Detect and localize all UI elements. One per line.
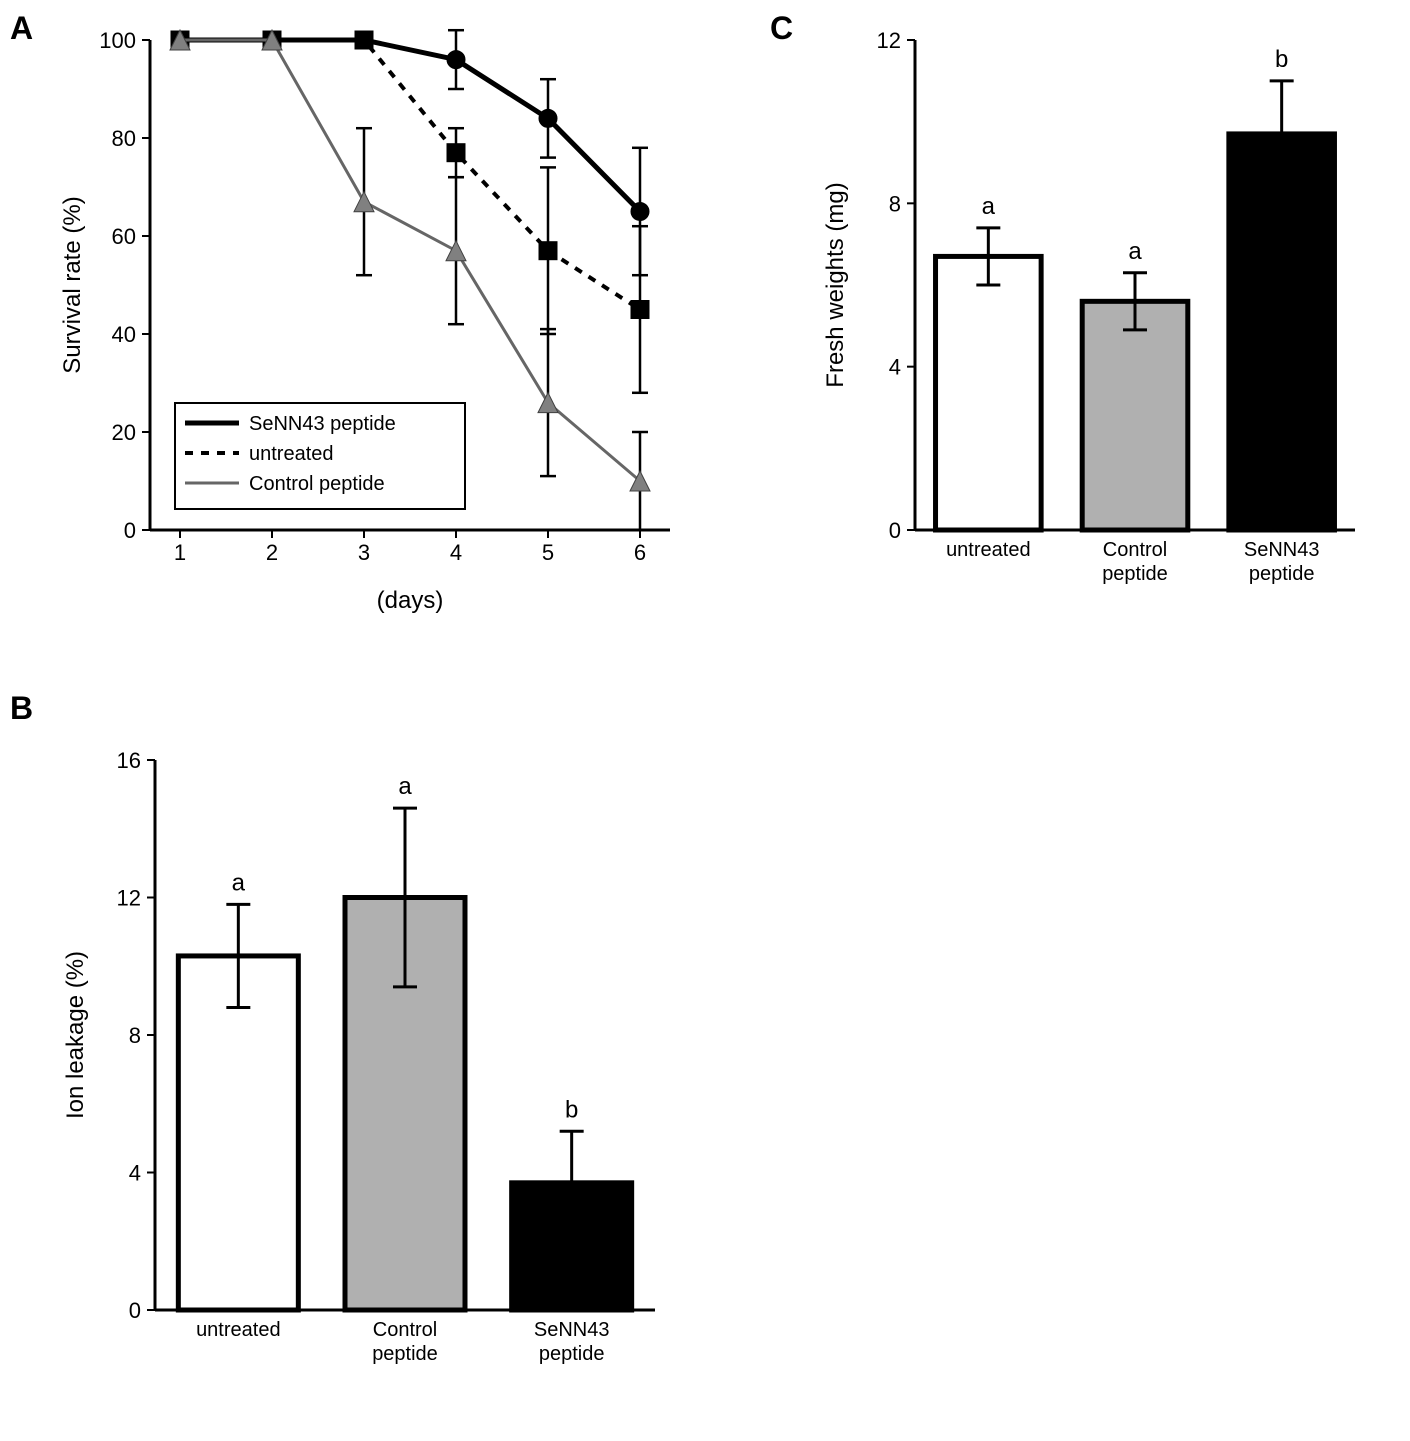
svg-text:a: a bbox=[398, 773, 412, 800]
chart-b: 0 4 8 12 16 Ion leakage (%) a untreated a Control… bbox=[50, 730, 670, 1410]
svg-text:Control: Control bbox=[373, 1319, 437, 1341]
chart-a: 0 20 40 60 80 100 1 2 3 4 5 6 (days) Survival rate (%… bbox=[50, 20, 690, 640]
svg-text:8: 8 bbox=[129, 1023, 141, 1048]
svg-text:2: 2 bbox=[266, 540, 278, 565]
svg-text:Ion leakage (%): Ion leakage (%) bbox=[62, 951, 89, 1119]
svg-text:3: 3 bbox=[358, 540, 370, 565]
svg-text:6: 6 bbox=[634, 540, 646, 565]
svg-text:SeNN43: SeNN43 bbox=[534, 1319, 610, 1341]
svg-text:Control peptide: Control peptide bbox=[249, 473, 385, 495]
svg-text:(days): (days) bbox=[377, 587, 444, 614]
svg-text:SeNN43 peptide: SeNN43 peptide bbox=[249, 413, 396, 435]
svg-text:1: 1 bbox=[174, 540, 186, 565]
svg-text:untreated: untreated bbox=[249, 443, 334, 465]
svg-text:peptide: peptide bbox=[372, 1343, 438, 1365]
svg-text:Control: Control bbox=[1103, 539, 1167, 561]
panel-c: C bbox=[770, 10, 793, 47]
svg-text:peptide: peptide bbox=[1249, 563, 1315, 585]
svg-text:0: 0 bbox=[889, 518, 901, 543]
panel-a-label: A bbox=[10, 10, 33, 46]
svg-text:Survival rate (%): Survival rate (%) bbox=[59, 196, 86, 373]
panel-c-label: C bbox=[770, 10, 793, 46]
svg-text:4: 4 bbox=[450, 540, 462, 565]
svg-text:b: b bbox=[1275, 46, 1288, 73]
panel-b: B bbox=[10, 690, 33, 727]
svg-text:a: a bbox=[982, 193, 996, 220]
svg-text:100: 100 bbox=[99, 28, 136, 53]
svg-text:12: 12 bbox=[877, 28, 901, 53]
svg-text:Fresh weights (mg): Fresh weights (mg) bbox=[822, 182, 849, 387]
svg-text:a: a bbox=[1128, 238, 1142, 265]
svg-text:0: 0 bbox=[129, 1298, 141, 1323]
svg-text:16: 16 bbox=[117, 748, 141, 773]
panel-a: A bbox=[10, 10, 33, 47]
svg-text:a: a bbox=[232, 869, 246, 896]
svg-text:SeNN43: SeNN43 bbox=[1244, 539, 1320, 561]
figure: A 020406080100123456(days)Survival rate … bbox=[10, 10, 1400, 1431]
svg-text:40: 40 bbox=[112, 322, 136, 347]
svg-text:12: 12 bbox=[117, 886, 141, 911]
svg-text:80: 80 bbox=[112, 126, 136, 151]
svg-text:untreated: untreated bbox=[196, 1319, 281, 1341]
svg-text:8: 8 bbox=[889, 191, 901, 216]
svg-text:peptide: peptide bbox=[1102, 563, 1168, 585]
svg-text:4: 4 bbox=[129, 1161, 141, 1186]
svg-text:peptide: peptide bbox=[539, 1343, 605, 1365]
svg-text:0: 0 bbox=[124, 518, 136, 543]
svg-text:20: 20 bbox=[112, 420, 136, 445]
panel-b-label: B bbox=[10, 690, 33, 726]
svg-text:60: 60 bbox=[112, 224, 136, 249]
chart-c: 0 4 8 12 Fresh weights (mg) a untreated a Contro… bbox=[810, 10, 1370, 630]
svg-text:5: 5 bbox=[542, 540, 554, 565]
svg-text:b: b bbox=[565, 1096, 578, 1123]
svg-text:4: 4 bbox=[889, 355, 901, 380]
svg-text:untreated: untreated bbox=[946, 539, 1031, 561]
